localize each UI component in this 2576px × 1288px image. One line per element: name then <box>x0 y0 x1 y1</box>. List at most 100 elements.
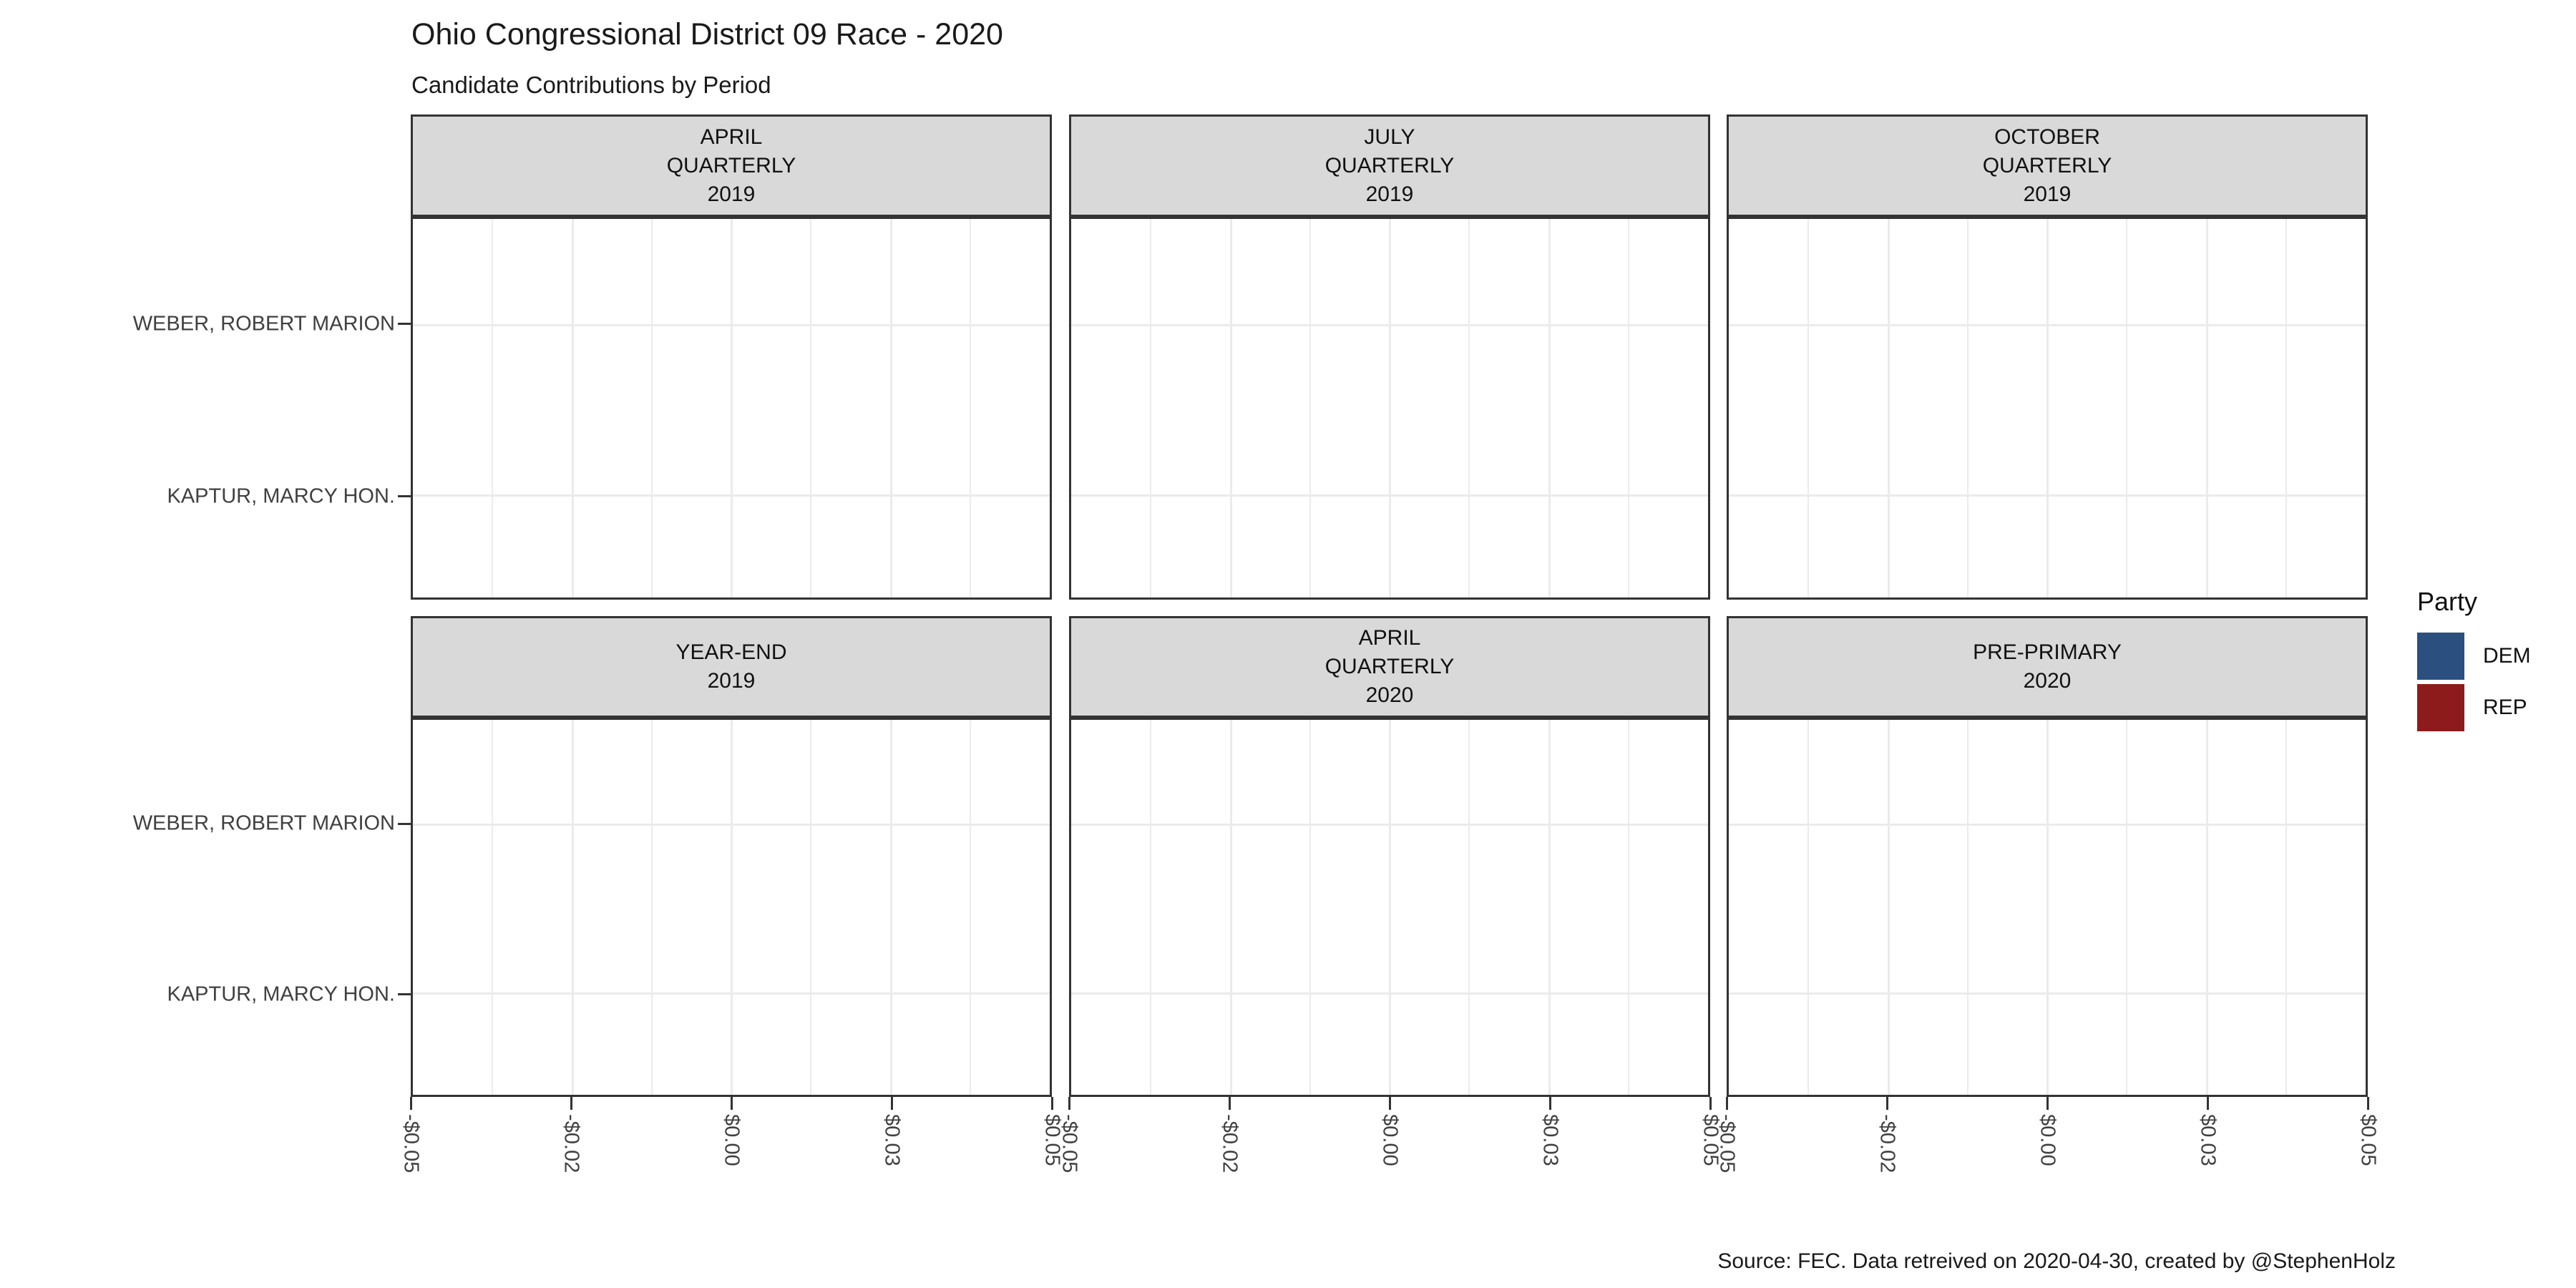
facet-strip-label: YEAR-END <box>675 640 787 664</box>
x-axis-label: -$0.05 <box>1058 1114 1081 1174</box>
gridline-h <box>1071 323 1708 326</box>
y-axis-label: KAPTUR, MARCY HON. <box>167 982 395 1006</box>
rep-color-swatch <box>2417 684 2464 731</box>
facet-strip: APRIL QUARTERLY 2019 <box>411 114 1052 217</box>
gridline-v <box>1229 720 1232 1095</box>
x-tick-mark <box>1068 1097 1070 1110</box>
gridline-v <box>731 720 733 1095</box>
gridline-v <box>2126 219 2128 597</box>
x-tick-mark <box>2206 1097 2209 1110</box>
facet-strip: PRE-PRIMARY 2020 <box>1727 616 2368 718</box>
gridline-h <box>413 824 1050 826</box>
x-tick-mark <box>1228 1097 1231 1110</box>
gridline-v <box>1150 720 1152 1095</box>
x-axis-label: $0.03 <box>2196 1114 2220 1166</box>
gridline-v <box>2285 720 2287 1095</box>
gridline-v <box>1548 219 1551 597</box>
gridline-v <box>492 720 494 1095</box>
x-tick-mark <box>409 1097 412 1110</box>
x-tick-mark <box>2046 1097 2049 1110</box>
y-tick-mark <box>398 495 411 498</box>
gridline-v <box>2046 219 2049 597</box>
facet-strip: OCTOBER QUARTERLY 2019 <box>1727 114 2368 217</box>
x-tick-mark <box>890 1097 893 1110</box>
facet-panel <box>1069 718 1710 1097</box>
gridline-v <box>1468 219 1470 597</box>
gridline-v <box>1309 219 1311 597</box>
x-axis-label: $0.05 <box>1699 1114 1722 1166</box>
y-tick-mark <box>398 822 411 825</box>
gridline-v <box>1389 720 1391 1095</box>
dem-color-swatch <box>2417 633 2464 680</box>
legend-label-rep: REP <box>2483 696 2527 719</box>
gridline-v <box>731 219 733 597</box>
x-tick-mark <box>1388 1097 1391 1110</box>
gridline-v <box>969 219 971 597</box>
facet-strip-label: 2019 <box>707 182 756 206</box>
facet-panel <box>1727 217 2368 600</box>
x-axis-label: $0.00 <box>720 1114 743 1166</box>
facet-strip-label: QUARTERLY <box>1324 655 1455 678</box>
x-axis-label: $0.03 <box>880 1114 904 1166</box>
x-axis-label: -$0.02 <box>1875 1114 1899 1174</box>
legend-item-rep: REP <box>2417 684 2531 731</box>
facet-strip-label: QUARTERLY <box>1324 153 1455 177</box>
gridline-h <box>1071 494 1708 497</box>
gridline-h <box>1729 992 2366 995</box>
y-tick-mark <box>398 993 411 996</box>
gridline-h <box>413 992 1050 995</box>
x-tick-mark <box>1709 1097 1712 1110</box>
gridline-v <box>571 219 574 597</box>
x-axis-label: -$0.02 <box>560 1114 583 1174</box>
gridline-v <box>1627 219 1629 597</box>
gridline-v <box>1229 219 1232 597</box>
gridline-h <box>413 323 1050 326</box>
gridline-v <box>2205 720 2208 1095</box>
gridline-v <box>1966 219 1968 597</box>
gridline-v <box>1887 219 1890 597</box>
facet-strip-label: APRIL <box>700 125 763 149</box>
gridline-h <box>1071 824 1708 826</box>
facet-strip-label: QUARTERLY <box>1982 153 2112 177</box>
gridline-v <box>1807 219 1810 597</box>
facet-strip-label: APRIL <box>1358 626 1421 650</box>
gridline-h <box>1729 494 2366 497</box>
x-tick-mark <box>570 1097 572 1110</box>
gridline-h <box>1071 992 1708 995</box>
legend-label-dem: DEM <box>2483 644 2531 668</box>
gridline-v <box>571 720 574 1095</box>
x-axis-label: $0.03 <box>1538 1114 1562 1166</box>
gridline-v <box>969 720 971 1095</box>
gridline-v <box>1807 720 1810 1095</box>
gridline-v <box>1309 720 1311 1095</box>
y-axis-label: WEBER, ROBERT MARION <box>132 312 395 336</box>
x-tick-mark <box>1548 1097 1551 1110</box>
gridline-v <box>1548 720 1551 1095</box>
x-axis-label: $0.00 <box>1378 1114 1402 1166</box>
facet-strip: JULY QUARTERLY 2019 <box>1069 114 1710 217</box>
gridline-v <box>810 720 812 1095</box>
legend: Party DEM REP <box>2417 587 2531 736</box>
x-tick-mark <box>1050 1097 1053 1110</box>
gridline-v <box>1887 720 1890 1095</box>
x-axis-label: -$0.05 <box>1715 1114 1739 1174</box>
chart-subtitle: Candidate Contributions by Period <box>411 72 771 98</box>
facet-strip-label: JULY <box>1364 125 1415 149</box>
gridline-v <box>492 219 494 597</box>
y-tick-mark <box>398 323 411 326</box>
gridline-h <box>1729 323 2366 326</box>
x-axis-label: -$0.02 <box>1218 1114 1241 1174</box>
facet-panel <box>411 718 1052 1097</box>
gridline-v <box>1966 720 1968 1095</box>
x-tick-mark <box>730 1097 733 1110</box>
x-axis-label: $0.05 <box>1040 1114 1064 1166</box>
facet-strip: YEAR-END 2019 <box>411 616 1052 718</box>
facet-panel <box>411 217 1052 600</box>
x-axis-label: $0.05 <box>2356 1114 2380 1166</box>
gridline-v <box>2126 720 2128 1095</box>
facet-strip-label: 2020 <box>2023 669 2072 693</box>
x-axis-label: $0.00 <box>2036 1114 2059 1166</box>
gridline-v <box>889 720 892 1095</box>
chart-caption: Source: FEC. Data retreived on 2020-04-3… <box>1717 1249 2396 1273</box>
y-axis-label: KAPTUR, MARCY HON. <box>167 484 395 508</box>
